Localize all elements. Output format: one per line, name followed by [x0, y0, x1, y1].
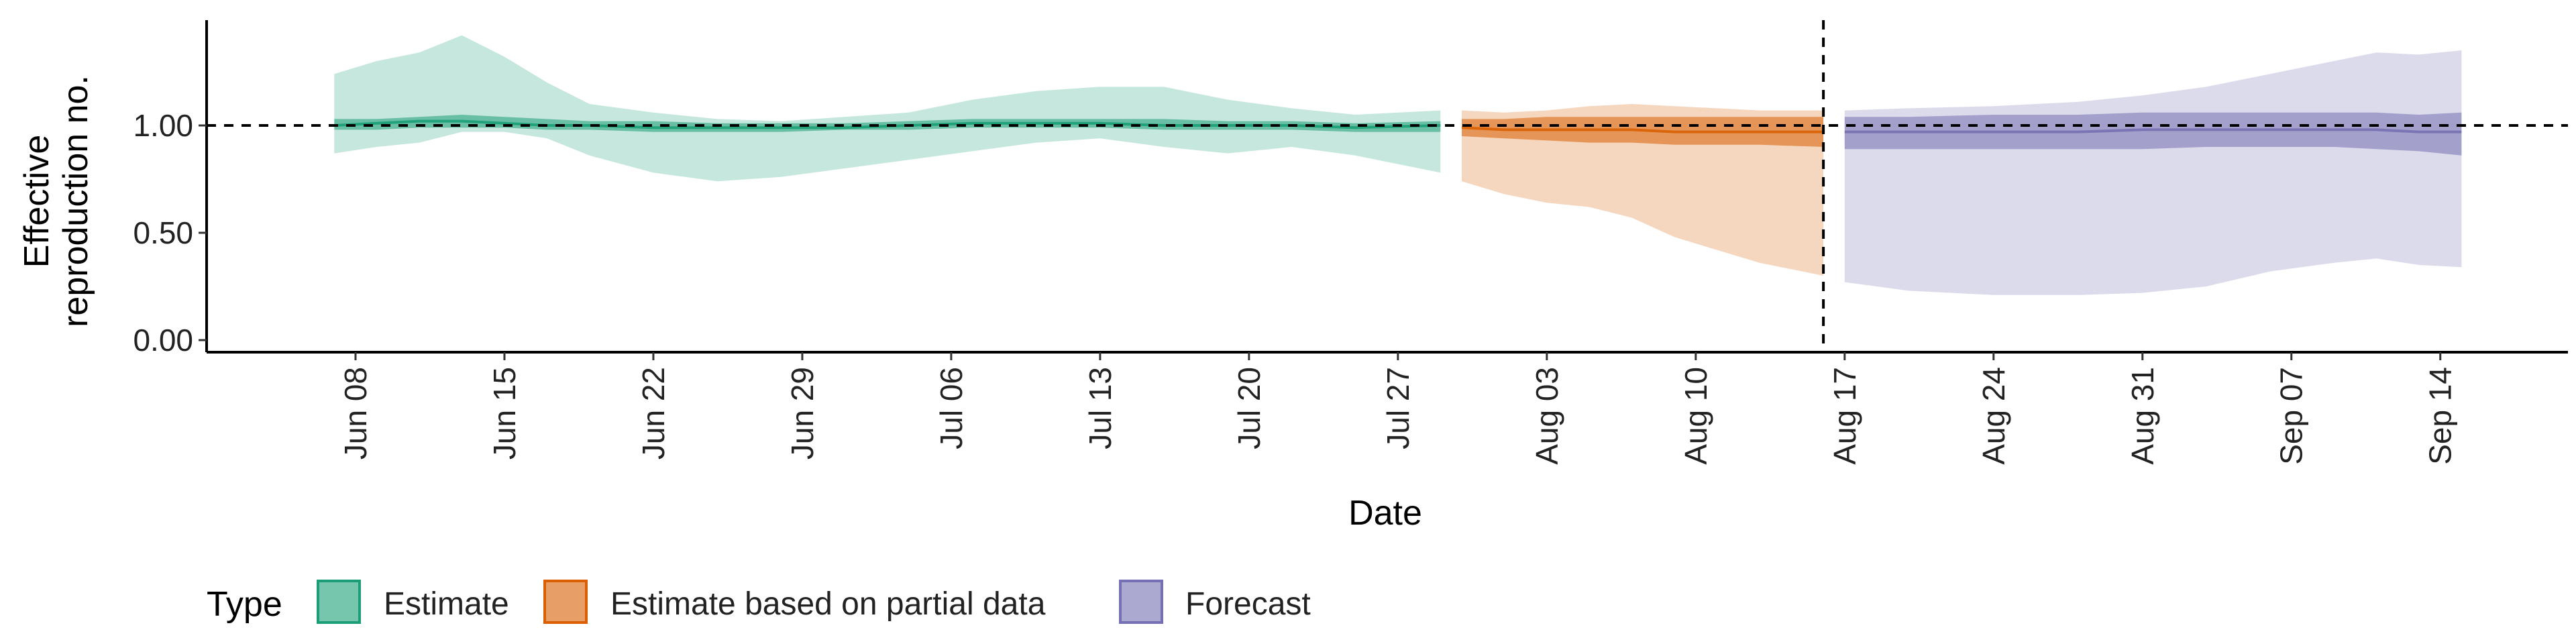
- legend-label-forecast: Forecast: [1185, 586, 1311, 622]
- axes-layer: 0.00 0.50 1.00 Jun 08 Jun 15 Jun 22 Jun 29 Jul …: [133, 20, 2568, 465]
- y-axis-title-line-2: reproduction no.: [56, 75, 95, 327]
- band90-estimate: [334, 35, 1441, 182]
- y-axis-title-line-1: Effective: [17, 135, 56, 268]
- band90-partial: [1462, 104, 1824, 276]
- y-tick-label: 0.00: [133, 323, 193, 358]
- x-axis-title: Date: [1348, 494, 1422, 533]
- legend-key-forecast: [1119, 580, 1163, 624]
- y-tick-label: 0.50: [133, 215, 193, 250]
- band50-forecast: [1844, 112, 2462, 156]
- median-partial: [1461, 126, 1824, 133]
- legend-key-partial: [543, 580, 588, 624]
- bands-layer: [334, 35, 2462, 295]
- legend-label-partial: Estimate based on partial data: [610, 586, 1046, 622]
- x-tick-label: Jun 29: [785, 367, 820, 460]
- x-tick-label: Aug 24: [1976, 367, 2011, 465]
- x-tick-label: Jul 27: [1381, 367, 1415, 449]
- x-tick-label: Jul 20: [1232, 367, 1267, 449]
- x-tick-label: Jul 06: [934, 367, 969, 449]
- x-tick-label: Sep 14: [2423, 367, 2458, 465]
- x-tick-label: Jun 15: [487, 367, 522, 460]
- y-axis-title: Effective reproduction no.: [17, 75, 95, 327]
- x-tick-label: Jul 13: [1083, 367, 1118, 449]
- x-tick-label: Sep 07: [2274, 367, 2309, 465]
- x-tick-label: Jun 08: [338, 367, 373, 460]
- band50-estimate: [334, 115, 1441, 132]
- band90-forecast: [1844, 50, 2462, 295]
- reference-lines: [207, 20, 2568, 352]
- x-tick-label: Aug 31: [2125, 367, 2160, 465]
- legend-label-estimate: Estimate: [384, 586, 509, 622]
- y-tick-label: 1.00: [133, 108, 193, 143]
- x-tick-label: Aug 10: [1678, 367, 1713, 465]
- x-tick-label: Jun 22: [636, 367, 671, 460]
- legend: Type Estimate Estimate based on partial …: [207, 580, 1311, 624]
- legend-title: Type: [207, 585, 282, 624]
- x-tick-label: Aug 17: [1827, 367, 1862, 465]
- median-estimate: [334, 119, 1441, 129]
- x-tick-label: Aug 03: [1529, 367, 1564, 465]
- median-forecast: [1844, 128, 2462, 133]
- legend-key-estimate: [317, 580, 361, 624]
